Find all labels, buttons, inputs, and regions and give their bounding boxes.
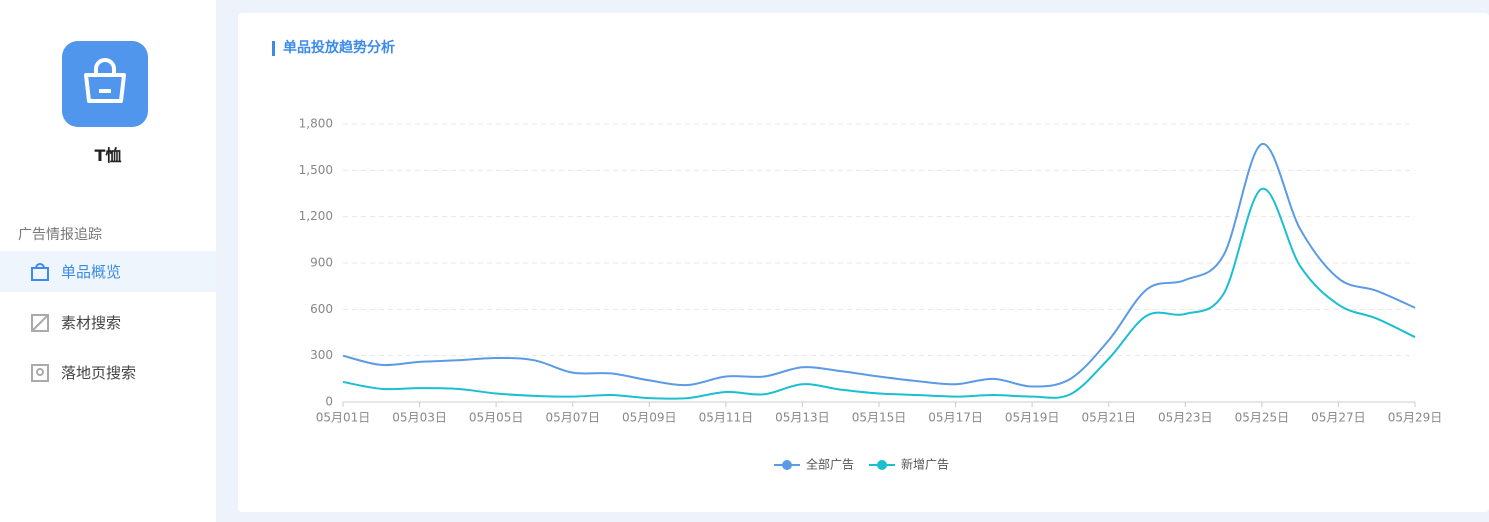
y-tick-label: 0: [325, 395, 333, 409]
x-tick-label: 05月19日: [1005, 411, 1060, 425]
series-line: [342, 143, 1416, 388]
y-tick-label: 600: [310, 302, 333, 316]
menu-label: 素材搜索: [61, 314, 122, 332]
menu-label: 单品概览: [61, 263, 122, 281]
y-tick-label: 300: [310, 348, 333, 362]
x-tick-label: 05月25日: [1235, 411, 1290, 425]
chart-title: 单品投放趋势分析: [272, 41, 395, 56]
product-name: T恤: [94, 146, 122, 165]
y-tick-label: 1,800: [299, 117, 333, 131]
x-tick-label: 05月13日: [775, 411, 830, 425]
x-tick-label: 05月07日: [545, 411, 600, 425]
chart: 0 300 600 900 1,200 1,500 1,800 05月01日 05月03日 05月…: [299, 117, 1443, 472]
x-tick-label: 05月09日: [622, 411, 677, 425]
x-tick-label: 05月21日: [1081, 411, 1136, 425]
product-icon: [62, 41, 148, 127]
x-tick-label: 05月11日: [699, 411, 754, 425]
x-tick-label: 05月27日: [1311, 411, 1366, 425]
x-tick-label: 05月01日: [316, 411, 371, 425]
x-tick-label: 05月17日: [928, 411, 983, 425]
y-tick-label: 1,200: [299, 209, 333, 223]
legend-dot: [782, 460, 792, 470]
sidebar: T恤 广告情报追踪 单品概览 素材搜索 落地页搜索: [0, 0, 216, 522]
series-line: [342, 187, 1416, 400]
menu-label: 落地页搜索: [61, 364, 137, 382]
menu-item[interactable]: 单品概览: [0, 251, 216, 292]
menu-item[interactable]: 落地页搜索: [0, 352, 216, 393]
x-tick-label: 05月15日: [852, 411, 907, 425]
legend-label: 全部广告: [806, 457, 854, 472]
x-tick-label: 05月23日: [1158, 411, 1213, 425]
x-tick-label: 05月03日: [392, 411, 447, 425]
y-tick-label: 900: [310, 256, 333, 270]
legend-dot: [877, 460, 887, 470]
chart-card: 单品投放趋势分析 0 300 600 900 1,200 1,500 1,800 05月01日…: [238, 13, 1489, 512]
x-tick-label: 05月05日: [469, 411, 524, 425]
legend-label: 新增广告: [901, 457, 949, 472]
y-tick-label: 1,500: [299, 163, 333, 177]
section-label: 广告情报追踪: [18, 227, 102, 243]
menu-item[interactable]: 素材搜索: [0, 302, 216, 343]
bag-icon: [84, 58, 126, 103]
x-tick-label: 05月29日: [1388, 411, 1443, 425]
